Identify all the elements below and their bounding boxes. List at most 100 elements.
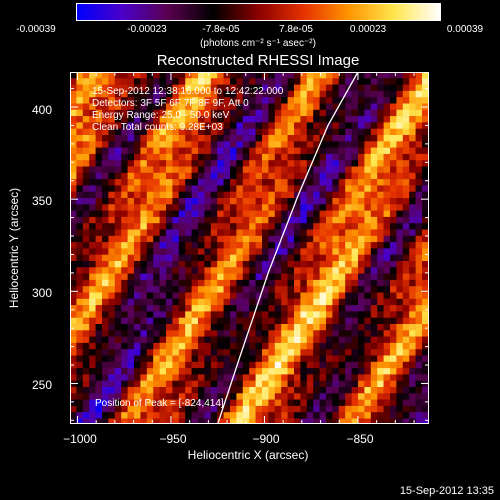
heatmap-cell [338, 267, 346, 274]
heatmap-cell [396, 103, 404, 111]
heatmap-cell [396, 128, 404, 136]
heatmap-cell [134, 342, 141, 350]
heatmap-cell [262, 166, 269, 174]
heatmap-cell [204, 267, 212, 274]
heatmap-cell [191, 399, 199, 407]
heatmap-cell [390, 412, 397, 419]
heatmap-cell [159, 305, 167, 312]
heatmap-cell [230, 248, 237, 255]
heatmap-cell [370, 97, 378, 104]
heatmap-cell [306, 342, 314, 350]
heatmap-cell [313, 135, 320, 142]
heatmap-cell [134, 286, 141, 293]
heatmap-cell [268, 103, 276, 111]
heatmap-cell [383, 185, 391, 192]
heatmap-cell [210, 128, 218, 136]
heatmap-cell [178, 153, 186, 161]
heatmap-cell [204, 242, 212, 249]
heatmap-cell [236, 279, 244, 287]
heatmap-cell [217, 72, 224, 79]
heatmap-cell [249, 135, 256, 142]
heatmap-cell [82, 166, 90, 174]
heatmap-cell [70, 210, 77, 218]
heatmap-cell [287, 78, 295, 85]
heatmap-cell [383, 374, 391, 381]
heatmap-cell [306, 147, 314, 155]
heatmap-cell [204, 368, 212, 375]
heatmap-cell [76, 210, 84, 218]
heatmap-cell [415, 361, 423, 369]
heatmap-cell [300, 204, 308, 211]
heatmap-cell [294, 141, 301, 148]
heatmap-cell [127, 103, 135, 111]
heatmap-cell [332, 172, 340, 180]
heatmap-cell [242, 317, 250, 325]
heatmap-cell [230, 305, 237, 312]
heatmap-cell [153, 393, 160, 400]
heatmap-cell [191, 298, 199, 306]
heatmap-cell [108, 279, 116, 287]
heatmap-cell [172, 355, 180, 363]
heatmap-cell [223, 109, 231, 117]
heatmap-cell [402, 361, 410, 369]
colorbar-tick: -0.00023 [127, 24, 167, 35]
heatmap-cell [146, 160, 154, 167]
heatmap-cell [281, 393, 288, 400]
heatmap-cell [326, 90, 333, 98]
heatmap-cell [121, 147, 128, 155]
heatmap-cell [204, 78, 212, 85]
heatmap-cell [127, 254, 135, 262]
heatmap-cell [415, 374, 423, 381]
heatmap-cell [281, 254, 288, 262]
heatmap-cell [364, 128, 372, 136]
heatmap-cell [415, 166, 423, 174]
heatmap-cell [326, 128, 333, 136]
heatmap-cell [390, 330, 397, 337]
heatmap-cell [287, 84, 295, 92]
colorbar-gradient [77, 4, 440, 20]
heatmap-cell [82, 172, 90, 180]
heatmap-cell [108, 122, 116, 129]
heatmap-cell [210, 198, 218, 205]
heatmap-cell [370, 254, 378, 262]
heatmap-cell [415, 122, 423, 129]
heatmap-cell [262, 380, 269, 388]
heatmap-cell [319, 380, 327, 388]
heatmap-cell [358, 204, 365, 211]
heatmap-cell [332, 166, 340, 174]
heatmap-cell [76, 342, 84, 350]
heatmap-cell [409, 261, 416, 268]
heatmap-cell [287, 185, 295, 192]
heatmap-cell [159, 374, 167, 381]
heatmap-cell [351, 380, 359, 388]
heatmap-cell [134, 330, 141, 337]
heatmap-cell [146, 361, 154, 369]
heatmap-cell [287, 160, 295, 167]
heatmap-cell [326, 330, 333, 337]
heatmap-cell [134, 122, 141, 129]
heatmap-cell [146, 166, 154, 174]
heatmap-cell [249, 160, 256, 167]
heatmap-cell [274, 336, 282, 344]
heatmap-cell [306, 355, 314, 363]
heatmap-cell [89, 78, 96, 85]
heatmap-cell [332, 103, 340, 111]
heatmap-cell [377, 399, 384, 407]
heatmap-cell [332, 393, 340, 400]
heatmap-cell [242, 342, 250, 350]
heatmap-cell [364, 267, 372, 274]
heatmap-cell [89, 116, 96, 123]
heatmap-cell [306, 336, 314, 344]
heatmap-cell [191, 368, 199, 375]
heatmap-cell [319, 166, 327, 174]
heatmap-cell [415, 84, 423, 92]
heatmap-cell [242, 198, 250, 205]
heatmap-cell [364, 166, 372, 174]
heatmap-cell [255, 267, 263, 274]
heatmap-cell [390, 179, 397, 186]
heatmap-cell [89, 342, 96, 350]
heatmap-cell [268, 116, 276, 123]
heatmap-cell [409, 78, 416, 85]
heatmap-cell [127, 261, 135, 268]
heatmap-cell [338, 368, 346, 375]
